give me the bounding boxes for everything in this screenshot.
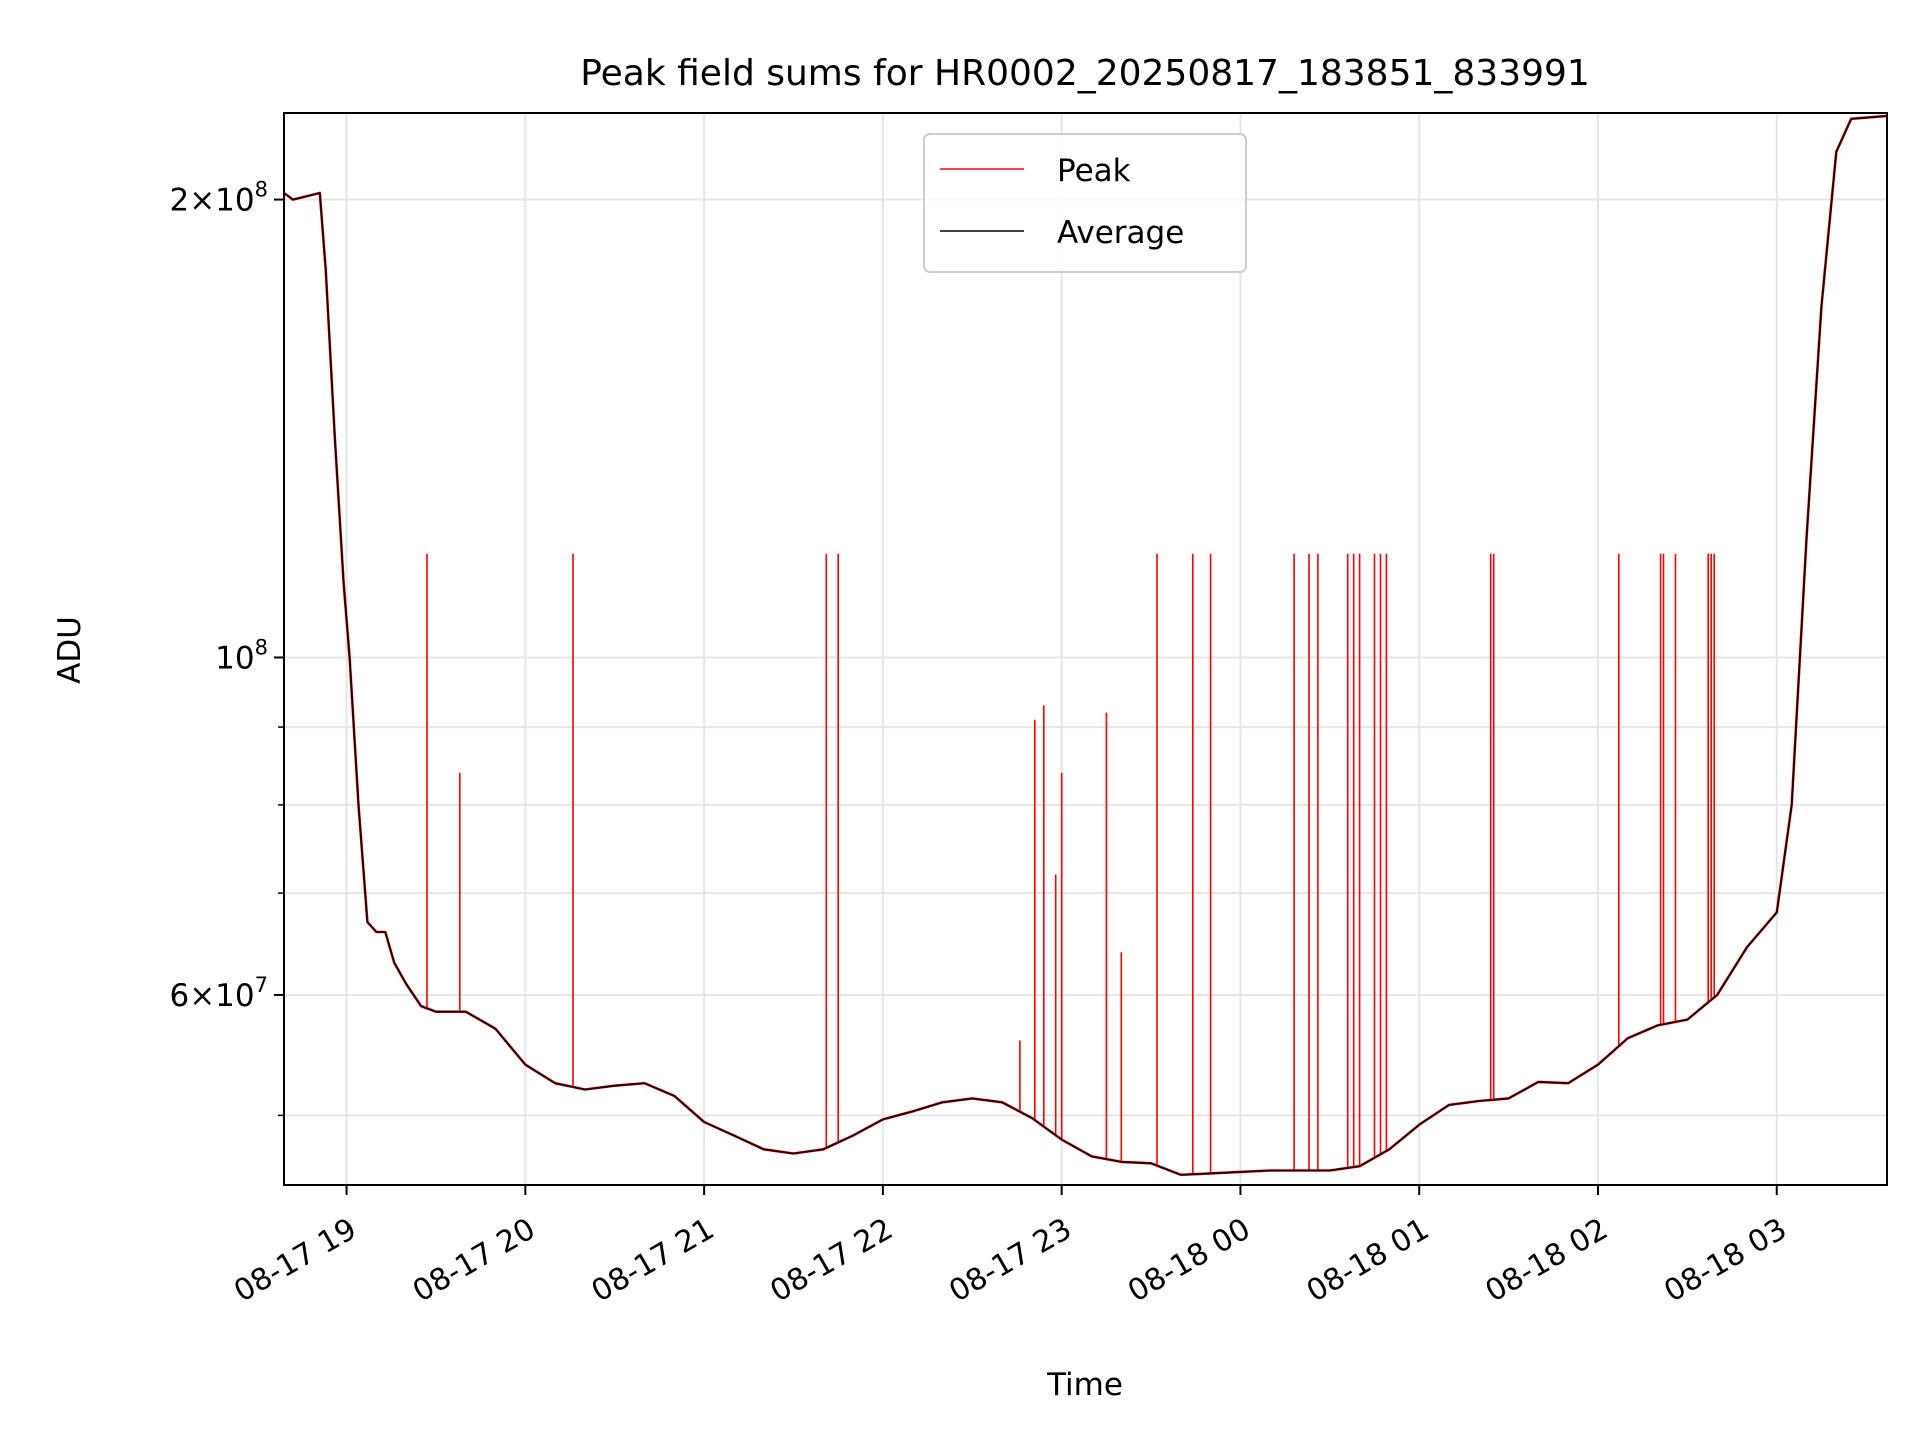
y-axis: 6×107 108 2×108 (169, 178, 284, 1117)
x-axis-label: Time (1046, 1367, 1123, 1403)
y-tick-label: 108 (215, 635, 268, 676)
average-series-line (283, 115, 1888, 1176)
plot-area (283, 114, 1888, 1177)
grid (284, 113, 1887, 1185)
chart-title: Peak field sums for HR0002_20250817_1838… (580, 53, 1590, 94)
y-axis-label: ADU (52, 616, 88, 684)
legend: Peak Average (923, 133, 1247, 273)
axes-frame (283, 112, 1888, 1186)
legend-average-label: Average (1057, 215, 1184, 251)
legend-peak-label: Peak (1057, 153, 1131, 189)
y-tick-label: 2×108 (169, 178, 268, 219)
y-tick-label: 6×107 (169, 973, 268, 1014)
